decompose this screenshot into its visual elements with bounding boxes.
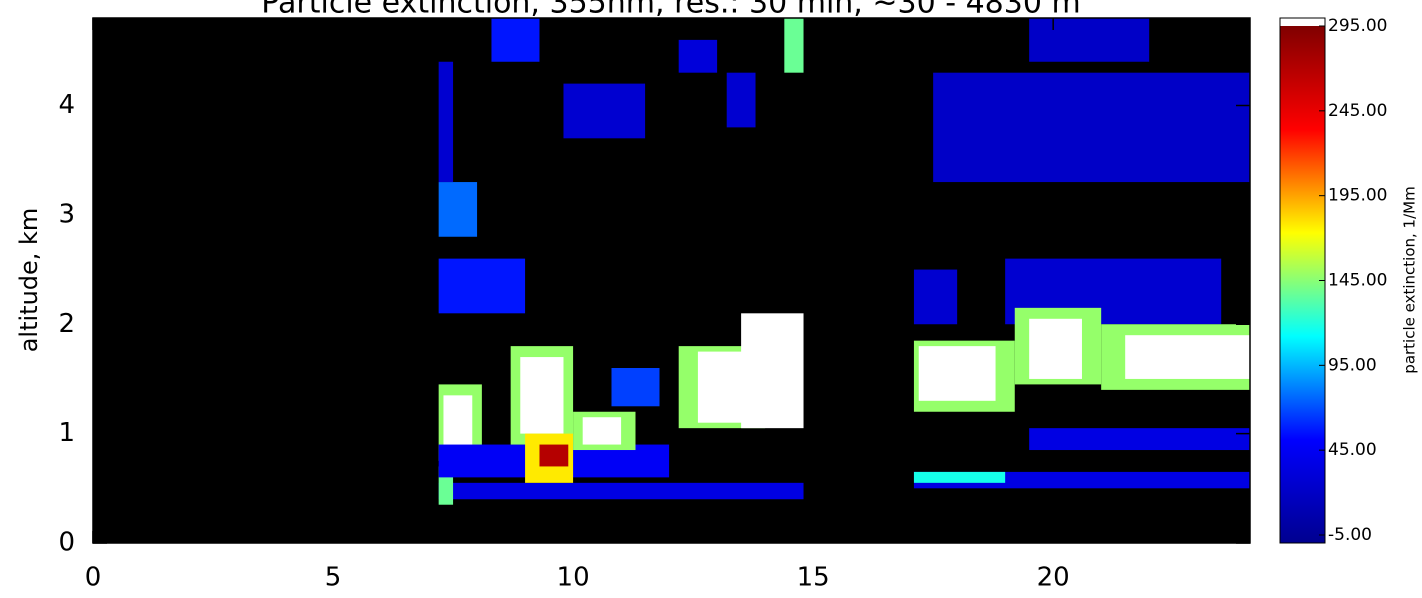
colorbar-tick-label: 95.00 xyxy=(1328,355,1377,375)
x-tick-label: 5 xyxy=(325,563,342,593)
heat-cell xyxy=(438,482,804,500)
colorbar-tick-label: -5.00 xyxy=(1328,525,1372,545)
heat-cell xyxy=(582,417,622,445)
heat-cell xyxy=(438,182,478,237)
heat-cell xyxy=(443,395,473,451)
x-tick-label: 10 xyxy=(557,563,590,593)
chart-title: Particle extinction, 355nm, res.: 30 min… xyxy=(261,0,1080,21)
heat-cell xyxy=(539,444,569,467)
heat-cell xyxy=(933,72,1250,183)
heat-cell xyxy=(913,269,958,325)
heat-cell xyxy=(741,313,804,429)
heat-cell xyxy=(784,18,804,73)
colorbar xyxy=(1280,26,1325,543)
heat-cell xyxy=(491,18,540,62)
y-tick-label: 1 xyxy=(58,418,75,448)
heat-cell xyxy=(913,471,1006,483)
colorbar-tick-label: 295.00 xyxy=(1328,16,1387,36)
plot-frame xyxy=(92,17,1251,544)
heat-cell xyxy=(918,346,996,401)
colorbar-label: particle extinction, 1/Mm xyxy=(1401,186,1419,373)
heat-cell xyxy=(726,72,756,128)
colorbar-tick-label: 245.00 xyxy=(1328,101,1387,121)
heat-cell xyxy=(1029,18,1150,62)
heat-cell xyxy=(438,258,526,314)
colorbar-over xyxy=(1280,18,1325,26)
colorbar-tick-label: 145.00 xyxy=(1328,271,1387,291)
x-tick-label: 0 xyxy=(85,563,102,593)
colorbar-tick-label: 45.00 xyxy=(1328,440,1377,460)
heat-cell xyxy=(438,61,454,183)
heat-cell xyxy=(1029,428,1250,451)
heat-cell xyxy=(678,39,718,73)
x-tick-label: 20 xyxy=(1037,563,1070,593)
heat-cell xyxy=(563,83,646,139)
heat-cell xyxy=(1029,318,1082,379)
y-tick-label: 3 xyxy=(58,199,75,229)
colorbar-tick-label: 195.00 xyxy=(1328,186,1387,206)
heat-cell xyxy=(520,357,564,434)
x-tick-label: 15 xyxy=(797,563,830,593)
heat-cell xyxy=(611,368,660,407)
y-tick-label: 4 xyxy=(58,90,75,120)
y-tick-label: 2 xyxy=(58,309,75,339)
heat-cell xyxy=(1125,335,1250,379)
y-axis-label: altitude, km xyxy=(15,208,43,353)
y-tick-label: 0 xyxy=(58,528,75,558)
